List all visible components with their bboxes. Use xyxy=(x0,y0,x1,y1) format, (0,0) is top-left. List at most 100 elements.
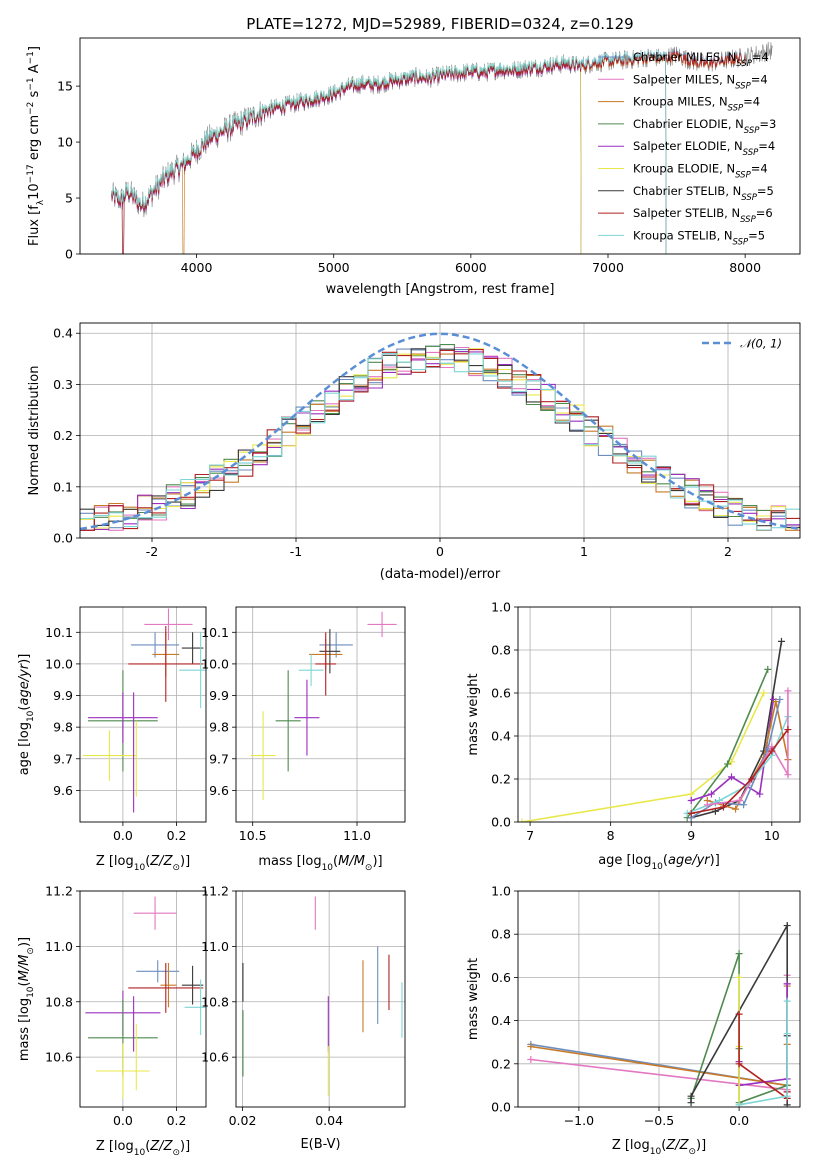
legend-entry: Chabrier ELODIE, NSSP=3 xyxy=(633,117,776,136)
data-point-marker xyxy=(776,695,784,703)
axes-frame xyxy=(79,37,801,255)
data-point-marker xyxy=(756,790,764,798)
plot-area xyxy=(80,332,800,531)
axes-frame xyxy=(235,606,406,823)
y-tick-label: 0.0 xyxy=(491,1100,511,1115)
x-tick-label: -1 xyxy=(290,544,302,559)
axes-frame xyxy=(517,890,801,1108)
y-tick-label: 0.8 xyxy=(491,643,511,658)
data-point-marker xyxy=(687,809,695,817)
x-tick-label: 4000 xyxy=(181,260,213,275)
data-point-marker xyxy=(783,997,791,1005)
plot-area xyxy=(518,637,792,822)
data-point-marker xyxy=(784,687,792,695)
data-point-marker xyxy=(527,1043,535,1051)
y-tick-label: 15 xyxy=(57,79,73,94)
axes-frame xyxy=(79,606,207,823)
plot-area xyxy=(250,611,397,800)
x-axis-label: mass [log10(M/M⊙)] xyxy=(258,854,382,873)
x-axis-label: Z [log10(Z/Z⊙)] xyxy=(612,1138,706,1157)
plot-area xyxy=(527,922,791,1107)
data-point-marker xyxy=(687,1099,695,1107)
x-tick-label: 8 xyxy=(607,828,615,843)
data-point-marker xyxy=(784,771,792,779)
data-point-marker xyxy=(760,689,768,697)
plot-area xyxy=(242,896,403,1096)
mass-weight-line xyxy=(690,699,775,802)
y-tick-label: 0.2 xyxy=(53,428,73,443)
x-tick-label: −0.5 xyxy=(644,1113,674,1128)
y-tick-label: 0.1 xyxy=(53,479,73,494)
data-point-marker xyxy=(735,1101,743,1107)
axes-frame xyxy=(79,890,207,1108)
y-tick-label: 0.0 xyxy=(491,815,511,830)
y-tick-label: 10.1 xyxy=(201,625,229,640)
histogram-step xyxy=(80,353,800,531)
x-tick-label: 9 xyxy=(687,828,695,843)
x-axis-label: E(B-V) xyxy=(300,1137,340,1152)
x-tick-label: 5000 xyxy=(318,260,350,275)
y-tick-label: 10.6 xyxy=(201,1050,229,1065)
x-tick-label: 0.0 xyxy=(113,1113,133,1128)
data-point-marker xyxy=(687,1092,695,1100)
axes-frame xyxy=(79,322,801,539)
legend-entry: Kroupa ELODIE, NSSP=4 xyxy=(633,162,768,181)
y-tick-label: 1.0 xyxy=(491,600,511,615)
y-tick-label: 1.0 xyxy=(491,884,511,899)
y-axis-label: mass weight xyxy=(466,958,481,1040)
y-tick-label: 11.2 xyxy=(45,884,73,899)
y-tick-label: 0 xyxy=(65,247,73,262)
y-tick-label: 10.8 xyxy=(201,994,229,1009)
data-point-marker xyxy=(740,801,748,809)
x-tick-label: 0.2 xyxy=(167,828,187,843)
x-axis-label: (data-model)/error xyxy=(380,567,501,582)
data-point-marker xyxy=(783,1092,791,1100)
legend-entry: Chabrier STELIB, NSSP=5 xyxy=(633,184,774,203)
data-point-marker xyxy=(735,1060,743,1068)
legend: Chabrier MILES, NSSP=4 Salpeter MILES, NS… xyxy=(598,50,776,247)
data-point-marker xyxy=(736,797,744,804)
y-tick-label: 0.0 xyxy=(53,531,73,546)
figure-title: PLATE=1272, MJD=52989, FIBERID=0324, z=0… xyxy=(246,15,633,33)
x-tick-label: 8000 xyxy=(729,260,761,275)
axes-frame xyxy=(235,890,406,1108)
x-tick-label: 0.04 xyxy=(315,1113,343,1128)
legend-entry: Kroupa MILES, NSSP=4 xyxy=(633,95,760,114)
y-tick-label: 10.6 xyxy=(45,1050,73,1065)
y-tick-label: 9.7 xyxy=(53,751,73,766)
y-tick-label: 10.8 xyxy=(45,994,73,1009)
x-tick-label: 0.2 xyxy=(167,1113,187,1128)
y-tick-label: 11.0 xyxy=(45,939,73,954)
x-axis-label: Z [log10(Z/Z⊙)] xyxy=(96,854,190,873)
data-point-marker xyxy=(732,805,740,813)
legend-entry: Salpeter ELODIE, NSSP=4 xyxy=(633,139,775,158)
y-tick-label: 9.8 xyxy=(209,720,229,735)
data-point-marker xyxy=(719,803,727,811)
y-tick-label: 0.8 xyxy=(491,927,511,942)
y-tick-label: 9.6 xyxy=(53,783,73,798)
mass-weight-line xyxy=(738,1001,788,1106)
legend-entry: 𝒩(0, 1) xyxy=(740,337,782,351)
model-spectrum-line xyxy=(111,48,746,254)
y-tick-label: 0.6 xyxy=(491,970,511,985)
legend-entry: Salpeter STELIB, NSSP=6 xyxy=(633,206,773,225)
y-tick-label: 9.6 xyxy=(209,783,229,798)
data-point-marker xyxy=(764,665,772,673)
x-tick-label: 0 xyxy=(436,544,444,559)
data-point-marker xyxy=(723,760,731,768)
x-axis-label: wavelength [Angstrom, rest frame] xyxy=(326,282,555,297)
y-tick-label: 0.3 xyxy=(53,377,73,392)
x-tick-label: 10.5 xyxy=(239,828,267,843)
x-axis-label: Z [log10(Z/Z⊙)] xyxy=(96,1139,190,1158)
legend-entry: Salpeter MILES, NSSP=4 xyxy=(633,72,768,91)
x-tick-label: 2 xyxy=(724,544,732,559)
plot-area xyxy=(85,896,206,1099)
panel-mass_vs_EBV: 0.02 0.04 10.6 10.8 11.0 11.2 E(B-V) xyxy=(201,884,406,1152)
data-point-marker xyxy=(777,637,785,645)
legend-entry: Chabrier MILES, NSSP=4 xyxy=(633,50,769,69)
data-point-marker xyxy=(728,773,736,781)
data-point-marker xyxy=(784,726,792,734)
data-point-marker xyxy=(518,818,526,822)
y-tick-label: 5 xyxy=(65,191,73,206)
